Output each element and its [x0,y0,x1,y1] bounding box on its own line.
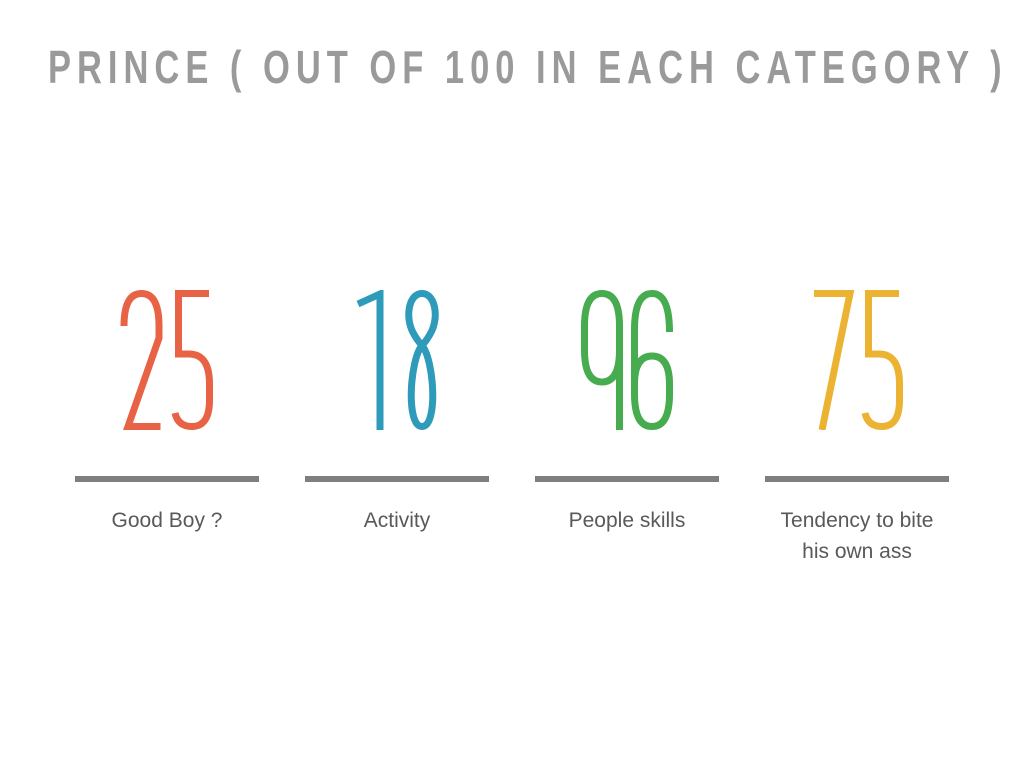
stat-number-bite-tendency [814,290,903,430]
stat-label-good-boy: Good Boy ? [111,509,223,532]
divider-bar [305,476,489,482]
stat-card-good-boy: Good Boy ? [75,290,259,536]
stat-number-people-skills [581,290,673,430]
stat-label-people-skills: People skills [568,509,686,532]
stat-card-bite-tendency: Tendency to bite his own ass [765,290,949,567]
stat-label-activity: Activity [363,509,431,532]
stat-card-activity: Activity [305,290,489,536]
stats-row: Good Boy ? Activity People skills Tenden… [0,290,1024,620]
divider-bar [765,476,949,482]
stat-number-activity [356,290,439,430]
divider-bar [75,476,259,482]
slide-title: PRINCE ( OUT OF 100 IN EACH CATEGORY ) [48,41,1008,93]
divider-bar [535,476,719,482]
stat-card-people-skills: People skills [535,290,719,536]
stat-label-bite-tendency: Tendency to bite his own ass [780,509,934,563]
stat-number-good-boy [120,290,213,430]
